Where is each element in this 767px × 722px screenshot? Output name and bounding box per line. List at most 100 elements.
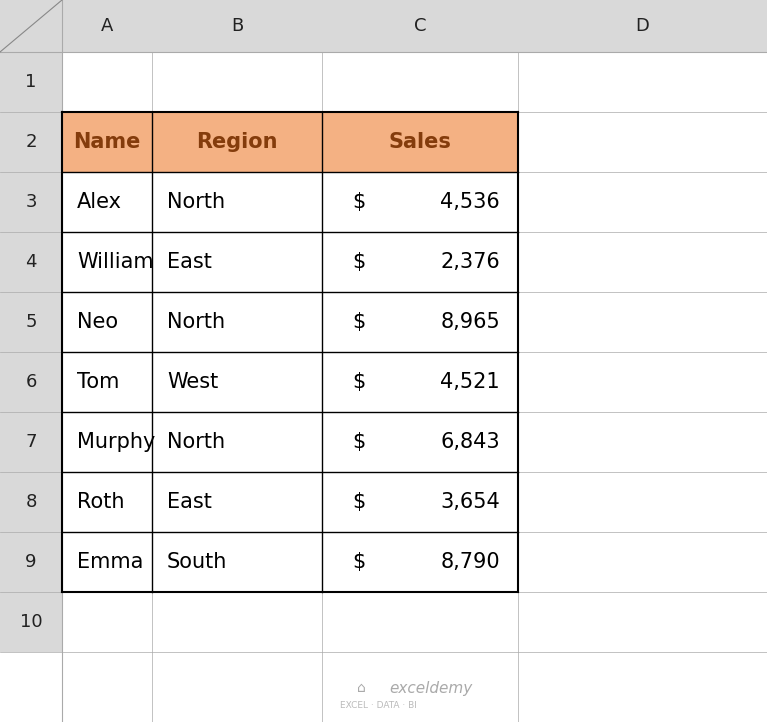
Text: $: $ xyxy=(352,552,365,572)
Bar xyxy=(0,0,62,52)
Bar xyxy=(152,412,322,472)
Text: $: $ xyxy=(352,192,365,212)
Bar xyxy=(152,172,322,232)
Text: 9: 9 xyxy=(25,553,37,571)
Bar xyxy=(518,172,767,232)
Bar xyxy=(0,232,62,292)
Text: $: $ xyxy=(352,312,365,332)
Bar xyxy=(62,352,152,412)
Bar xyxy=(62,592,152,652)
Text: 5: 5 xyxy=(25,313,37,331)
Text: 3: 3 xyxy=(25,193,37,211)
Bar xyxy=(152,472,322,532)
Text: EXCEL · DATA · BI: EXCEL · DATA · BI xyxy=(340,700,417,710)
Bar xyxy=(322,52,518,112)
Bar xyxy=(518,112,767,172)
Bar xyxy=(518,232,767,292)
Bar xyxy=(518,0,767,52)
Bar xyxy=(518,592,767,652)
Bar xyxy=(62,412,152,472)
Bar xyxy=(62,0,152,52)
Text: 8,790: 8,790 xyxy=(440,552,500,572)
Bar xyxy=(152,352,322,412)
Bar xyxy=(322,292,518,352)
Bar xyxy=(322,112,518,172)
Bar xyxy=(518,532,767,592)
Text: West: West xyxy=(167,372,219,392)
Text: 2: 2 xyxy=(25,133,37,151)
Bar xyxy=(322,592,518,652)
Bar xyxy=(0,472,62,532)
Bar xyxy=(322,0,518,52)
Bar xyxy=(0,292,62,352)
Text: 4,521: 4,521 xyxy=(440,372,500,392)
Text: 8: 8 xyxy=(25,493,37,511)
Text: Murphy: Murphy xyxy=(77,432,156,452)
Text: North: North xyxy=(167,192,225,212)
Text: 7: 7 xyxy=(25,433,37,451)
Bar xyxy=(0,352,62,412)
Bar xyxy=(0,532,62,592)
Bar xyxy=(62,472,152,532)
Text: 4: 4 xyxy=(25,253,37,271)
Text: B: B xyxy=(231,17,243,35)
Bar xyxy=(518,412,767,472)
Bar xyxy=(322,352,518,412)
Text: C: C xyxy=(413,17,426,35)
Text: Emma: Emma xyxy=(77,552,143,572)
Text: $: $ xyxy=(352,432,365,452)
Text: Tom: Tom xyxy=(77,372,120,392)
Text: 3,654: 3,654 xyxy=(440,492,500,512)
Text: Roth: Roth xyxy=(77,492,124,512)
Text: East: East xyxy=(167,492,212,512)
Bar xyxy=(518,52,767,112)
Bar xyxy=(322,532,518,592)
Text: Region: Region xyxy=(196,132,278,152)
Bar xyxy=(322,112,518,172)
Bar xyxy=(0,172,62,232)
Text: Alex: Alex xyxy=(77,192,122,212)
Bar xyxy=(322,412,518,472)
Bar xyxy=(0,52,62,112)
Text: Neo: Neo xyxy=(77,312,118,332)
Bar xyxy=(152,0,322,52)
Text: 8,965: 8,965 xyxy=(440,312,500,332)
Bar xyxy=(152,112,322,172)
Bar xyxy=(62,292,152,352)
Bar xyxy=(62,532,152,592)
Bar xyxy=(152,592,322,652)
Bar xyxy=(322,232,518,292)
Text: 2,376: 2,376 xyxy=(440,252,500,272)
Bar xyxy=(518,352,767,412)
Text: East: East xyxy=(167,252,212,272)
Bar xyxy=(0,592,62,652)
Text: South: South xyxy=(167,552,227,572)
Text: North: North xyxy=(167,312,225,332)
Bar xyxy=(62,112,152,172)
Text: D: D xyxy=(636,17,650,35)
Bar xyxy=(322,472,518,532)
Bar xyxy=(152,52,322,112)
Bar xyxy=(152,532,322,592)
Text: exceldemy: exceldemy xyxy=(390,681,472,695)
Text: North: North xyxy=(167,432,225,452)
Text: 6,843: 6,843 xyxy=(440,432,500,452)
Text: ⌂: ⌂ xyxy=(357,681,366,695)
Bar xyxy=(152,112,322,172)
Text: Sales: Sales xyxy=(389,132,452,152)
Bar xyxy=(62,52,152,112)
Bar xyxy=(322,172,518,232)
Bar xyxy=(152,292,322,352)
Text: A: A xyxy=(100,17,114,35)
Bar xyxy=(0,112,62,172)
Text: Name: Name xyxy=(74,132,140,152)
Bar xyxy=(62,172,152,232)
Bar xyxy=(152,232,322,292)
Text: 10: 10 xyxy=(20,613,42,631)
Text: 1: 1 xyxy=(25,73,37,91)
Bar xyxy=(62,232,152,292)
Text: 6: 6 xyxy=(25,373,37,391)
Bar xyxy=(0,412,62,472)
Bar xyxy=(518,472,767,532)
Bar xyxy=(518,292,767,352)
